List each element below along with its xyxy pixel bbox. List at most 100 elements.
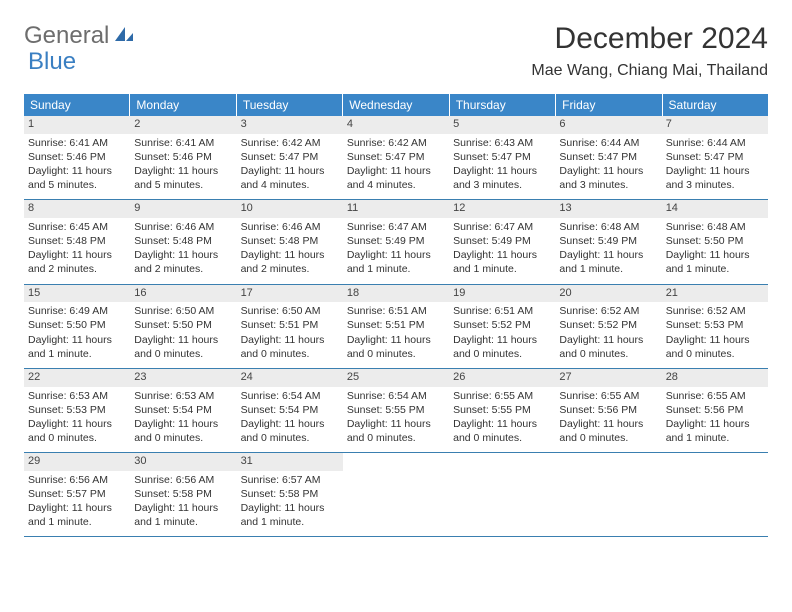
day-cell: 3Sunrise: 6:42 AMSunset: 5:47 PMDaylight… — [237, 116, 343, 199]
day-cell: 29Sunrise: 6:56 AMSunset: 5:57 PMDayligh… — [24, 453, 130, 536]
day-day1: Daylight: 11 hours — [241, 502, 339, 515]
calendar: Sunday Monday Tuesday Wednesday Thursday… — [24, 94, 768, 537]
day-sunset: Sunset: 5:48 PM — [28, 235, 126, 248]
day-number: 26 — [449, 369, 555, 387]
week-row: 8Sunrise: 6:45 AMSunset: 5:48 PMDaylight… — [24, 200, 768, 284]
logo-text-blue: Blue — [28, 48, 76, 75]
day-day1: Daylight: 11 hours — [134, 165, 232, 178]
week-row: 1Sunrise: 6:41 AMSunset: 5:46 PMDaylight… — [24, 116, 768, 200]
day-sunset: Sunset: 5:56 PM — [559, 404, 657, 417]
day-day2: and 2 minutes. — [28, 263, 126, 276]
day-sunset: Sunset: 5:47 PM — [666, 151, 764, 164]
day-number: 30 — [130, 453, 236, 471]
day-sunset: Sunset: 5:51 PM — [347, 319, 445, 332]
day-sunrise: Sunrise: 6:57 AM — [241, 474, 339, 487]
day-day2: and 1 minute. — [134, 516, 232, 529]
day-cell: 31Sunrise: 6:57 AMSunset: 5:58 PMDayligh… — [237, 453, 343, 536]
day-day1: Daylight: 11 hours — [134, 334, 232, 347]
day-sunrise: Sunrise: 6:50 AM — [241, 305, 339, 318]
day-day2: and 0 minutes. — [347, 348, 445, 361]
day-sunset: Sunset: 5:58 PM — [241, 488, 339, 501]
day-day1: Daylight: 11 hours — [453, 334, 551, 347]
day-day2: and 1 minute. — [453, 263, 551, 276]
day-number: 9 — [130, 200, 236, 218]
day-number: 21 — [662, 285, 768, 303]
day-number: 15 — [24, 285, 130, 303]
day-day1: Daylight: 11 hours — [28, 502, 126, 515]
day-day1: Daylight: 11 hours — [134, 502, 232, 515]
day-number: 3 — [237, 116, 343, 134]
weekday-header-row: Sunday Monday Tuesday Wednesday Thursday… — [24, 94, 768, 116]
day-number: 11 — [343, 200, 449, 218]
day-day2: and 0 minutes. — [666, 348, 764, 361]
day-day1: Daylight: 11 hours — [453, 165, 551, 178]
day-day1: Daylight: 11 hours — [559, 165, 657, 178]
day-number: 12 — [449, 200, 555, 218]
day-day2: and 0 minutes. — [559, 432, 657, 445]
day-cell: 17Sunrise: 6:50 AMSunset: 5:51 PMDayligh… — [237, 285, 343, 368]
day-cell: 19Sunrise: 6:51 AMSunset: 5:52 PMDayligh… — [449, 285, 555, 368]
day-number: 14 — [662, 200, 768, 218]
day-day1: Daylight: 11 hours — [453, 249, 551, 262]
day-day1: Daylight: 11 hours — [559, 249, 657, 262]
day-day1: Daylight: 11 hours — [559, 418, 657, 431]
day-sunrise: Sunrise: 6:46 AM — [134, 221, 232, 234]
weekday-header: Wednesday — [343, 94, 449, 116]
day-sunset: Sunset: 5:46 PM — [134, 151, 232, 164]
day-day1: Daylight: 11 hours — [241, 249, 339, 262]
day-day2: and 4 minutes. — [241, 179, 339, 192]
day-sunset: Sunset: 5:55 PM — [347, 404, 445, 417]
day-sunrise: Sunrise: 6:46 AM — [241, 221, 339, 234]
day-day2: and 3 minutes. — [559, 179, 657, 192]
day-number: 1 — [24, 116, 130, 134]
day-cell: 8Sunrise: 6:45 AMSunset: 5:48 PMDaylight… — [24, 200, 130, 283]
day-day2: and 0 minutes. — [241, 348, 339, 361]
day-day2: and 2 minutes. — [241, 263, 339, 276]
day-cell: 22Sunrise: 6:53 AMSunset: 5:53 PMDayligh… — [24, 369, 130, 452]
week-row: 22Sunrise: 6:53 AMSunset: 5:53 PMDayligh… — [24, 369, 768, 453]
day-cell: 26Sunrise: 6:55 AMSunset: 5:55 PMDayligh… — [449, 369, 555, 452]
day-day2: and 0 minutes. — [28, 432, 126, 445]
day-sunrise: Sunrise: 6:48 AM — [559, 221, 657, 234]
day-day2: and 1 minute. — [666, 432, 764, 445]
day-sunrise: Sunrise: 6:44 AM — [559, 137, 657, 150]
day-day2: and 0 minutes. — [347, 432, 445, 445]
day-sunset: Sunset: 5:53 PM — [28, 404, 126, 417]
day-sunset: Sunset: 5:49 PM — [347, 235, 445, 248]
logo: General — [24, 22, 137, 50]
day-cell: 7Sunrise: 6:44 AMSunset: 5:47 PMDaylight… — [662, 116, 768, 199]
day-cell: 6Sunrise: 6:44 AMSunset: 5:47 PMDaylight… — [555, 116, 661, 199]
day-cell: 10Sunrise: 6:46 AMSunset: 5:48 PMDayligh… — [237, 200, 343, 283]
day-sunrise: Sunrise: 6:51 AM — [453, 305, 551, 318]
sail-icon — [113, 22, 135, 50]
day-day1: Daylight: 11 hours — [666, 249, 764, 262]
day-sunset: Sunset: 5:54 PM — [134, 404, 232, 417]
day-number: 13 — [555, 200, 661, 218]
day-day1: Daylight: 11 hours — [28, 249, 126, 262]
day-number: 23 — [130, 369, 236, 387]
day-day2: and 3 minutes. — [453, 179, 551, 192]
day-day2: and 0 minutes. — [134, 432, 232, 445]
day-sunset: Sunset: 5:51 PM — [241, 319, 339, 332]
day-sunset: Sunset: 5:49 PM — [559, 235, 657, 248]
day-number: 16 — [130, 285, 236, 303]
day-sunset: Sunset: 5:55 PM — [453, 404, 551, 417]
day-sunrise: Sunrise: 6:41 AM — [134, 137, 232, 150]
day-sunrise: Sunrise: 6:55 AM — [453, 390, 551, 403]
day-day2: and 1 minute. — [241, 516, 339, 529]
day-cell: 30Sunrise: 6:56 AMSunset: 5:58 PMDayligh… — [130, 453, 236, 536]
day-sunrise: Sunrise: 6:41 AM — [28, 137, 126, 150]
day-cell: 5Sunrise: 6:43 AMSunset: 5:47 PMDaylight… — [449, 116, 555, 199]
day-day1: Daylight: 11 hours — [347, 418, 445, 431]
day-day2: and 1 minute. — [666, 263, 764, 276]
day-number: 18 — [343, 285, 449, 303]
logo-text-general: General — [24, 22, 109, 50]
weekday-header: Friday — [556, 94, 662, 116]
day-sunset: Sunset: 5:57 PM — [28, 488, 126, 501]
day-day2: and 0 minutes. — [453, 348, 551, 361]
day-day2: and 1 minute. — [28, 516, 126, 529]
day-number: 25 — [343, 369, 449, 387]
page-header: General December 2024 Mae Wang, Chiang M… — [24, 22, 768, 80]
day-cell: 27Sunrise: 6:55 AMSunset: 5:56 PMDayligh… — [555, 369, 661, 452]
day-sunset: Sunset: 5:47 PM — [559, 151, 657, 164]
